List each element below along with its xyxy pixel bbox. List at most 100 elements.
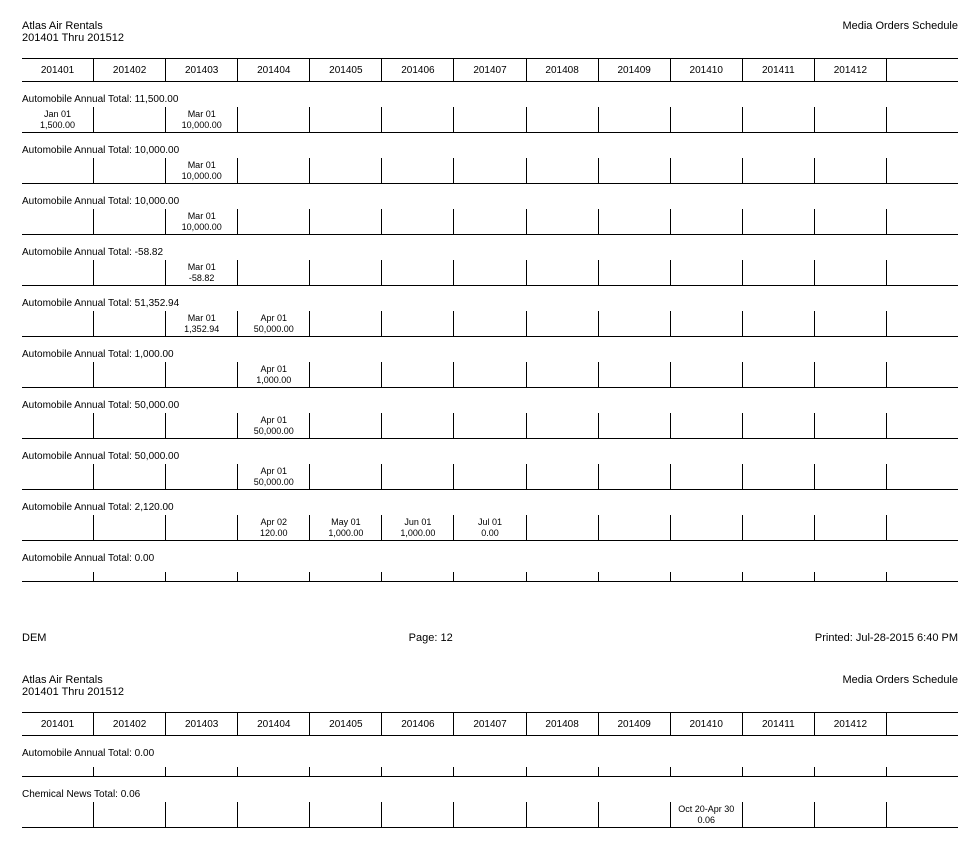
entry-cell	[887, 158, 958, 183]
entry-cell	[310, 311, 382, 336]
entry-cell	[887, 572, 958, 581]
entry-cell	[94, 572, 166, 581]
entry-cell	[454, 572, 526, 581]
entry-cell	[599, 767, 671, 776]
entry-cell	[815, 209, 887, 234]
empty-entry-row	[22, 572, 958, 582]
entry-value: 50,000.00	[254, 477, 294, 487]
footer-page: Page: 12	[46, 632, 814, 644]
entry-cell: May 011,000.00	[310, 515, 382, 540]
entry-cell	[887, 260, 958, 285]
entry-cell	[238, 802, 310, 827]
entry-row: Oct 20-Apr 300.06	[22, 802, 958, 828]
section-title: Automobile Annual Total: -58.82	[22, 247, 958, 258]
entry-value: 10,000.00	[182, 171, 222, 181]
entry-cell	[166, 767, 238, 776]
entry-cell	[166, 572, 238, 581]
period-header-cell: 201401	[22, 713, 94, 735]
period-header-cell: 201408	[527, 59, 599, 81]
entry-cell	[671, 260, 743, 285]
entry-cell: Jan 011,500.00	[22, 107, 94, 132]
entry-cell	[527, 464, 599, 489]
entry-date: Apr 01	[261, 364, 288, 374]
section-title: Automobile Annual Total: 10,000.00	[22, 145, 958, 156]
entry-cell	[599, 107, 671, 132]
entry-cell	[815, 260, 887, 285]
section-title: Chemical News Total: 0.06	[22, 789, 958, 800]
section-title: Automobile Annual Total: 10,000.00	[22, 196, 958, 207]
entry-cell	[815, 464, 887, 489]
entry-cell	[382, 158, 454, 183]
period-header-cell	[887, 713, 958, 735]
entry-cell	[94, 158, 166, 183]
schedule-section: Automobile Annual Total: 0.00	[22, 553, 958, 582]
entry-cell	[94, 464, 166, 489]
entry-cell	[743, 515, 815, 540]
entry-cell	[382, 260, 454, 285]
entry-cell	[310, 158, 382, 183]
period-header-cell: 201407	[454, 713, 526, 735]
entry-cell	[166, 464, 238, 489]
entry-cell	[310, 464, 382, 489]
entry-value: 120.00	[260, 528, 288, 538]
period-header-cell: 201411	[743, 59, 815, 81]
entry-cell	[887, 311, 958, 336]
entry-cell	[599, 260, 671, 285]
document-title: Media Orders Schedule	[842, 674, 958, 698]
entry-cell	[382, 767, 454, 776]
period-header-cell: 201409	[599, 713, 671, 735]
entry-date: Jan 01	[44, 109, 71, 119]
period-header-cell: 201411	[743, 713, 815, 735]
schedule-section: Automobile Annual Total: 0.00	[22, 748, 958, 777]
entry-cell	[887, 802, 958, 827]
entry-cell: Apr 011,000.00	[238, 362, 310, 387]
entry-cell	[599, 515, 671, 540]
entry-value: 1,000.00	[400, 528, 435, 538]
period-header-row: 2014012014022014032014042014052014062014…	[22, 58, 958, 82]
schedule-section: Automobile Annual Total: 11,500.00Jan 01…	[22, 94, 958, 133]
entry-date: Jun 01	[404, 517, 431, 527]
schedule-section: Chemical News Total: 0.06 Oct 20-Apr 300.…	[22, 789, 958, 828]
page-header-left: Atlas Air Rentals201401 Thru 201512	[22, 20, 124, 44]
page-header: Atlas Air Rentals201401 Thru 201512Media…	[22, 674, 958, 698]
entry-cell	[527, 260, 599, 285]
entry-value: 1,000.00	[328, 528, 363, 538]
entry-cell	[94, 802, 166, 827]
entry-cell	[671, 311, 743, 336]
entry-cell: Mar 0110,000.00	[166, 107, 238, 132]
entry-cell	[743, 107, 815, 132]
footer-left: DEM	[22, 632, 46, 644]
period-header-cell: 201402	[94, 59, 166, 81]
page-header: Atlas Air Rentals201401 Thru 201512Media…	[22, 20, 958, 44]
period-header-cell	[887, 59, 958, 81]
entry-cell	[671, 209, 743, 234]
period-header-cell: 201404	[238, 59, 310, 81]
entry-cell: Apr 0150,000.00	[238, 464, 310, 489]
entry-cell: Jul 010.00	[454, 515, 526, 540]
entry-cell	[887, 515, 958, 540]
entry-cell	[22, 311, 94, 336]
entry-value: 10,000.00	[182, 120, 222, 130]
period-header-cell: 201403	[166, 713, 238, 735]
entry-cell	[454, 158, 526, 183]
entry-cell	[527, 515, 599, 540]
entry-cell	[743, 767, 815, 776]
entry-row: Mar 0110,000.00	[22, 158, 958, 184]
entry-cell	[887, 464, 958, 489]
entry-row: Apr 011,000.00	[22, 362, 958, 388]
entry-value: 0.06	[697, 815, 715, 825]
entry-cell	[671, 572, 743, 581]
entry-value: 1,352.94	[184, 324, 219, 334]
entry-date: Apr 02	[261, 517, 288, 527]
entry-cell	[22, 260, 94, 285]
entry-cell	[599, 311, 671, 336]
entry-cell	[310, 107, 382, 132]
entry-cell	[815, 767, 887, 776]
entry-cell	[454, 767, 526, 776]
schedule-section: Automobile Annual Total: 10,000.00 Mar 01…	[22, 145, 958, 184]
entry-row: Jan 011,500.00 Mar 0110,000.00	[22, 107, 958, 133]
period-header-row: 2014012014022014032014042014052014062014…	[22, 712, 958, 736]
entry-cell	[310, 413, 382, 438]
entry-cell	[454, 802, 526, 827]
company-name: Atlas Air Rentals	[22, 674, 124, 686]
